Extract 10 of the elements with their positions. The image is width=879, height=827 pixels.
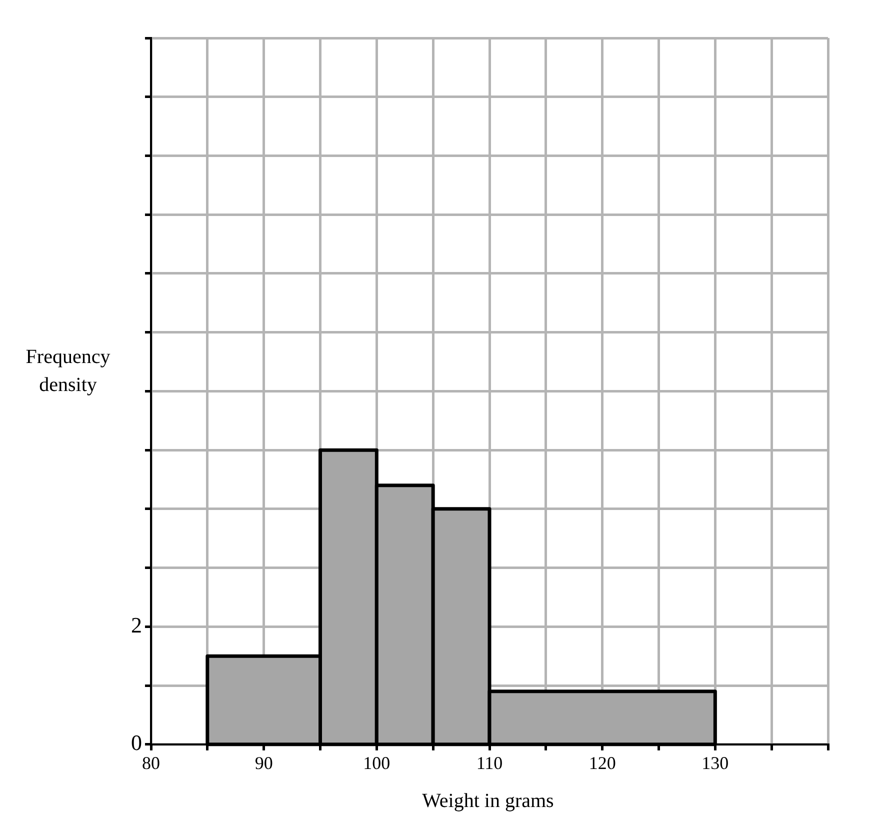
x-tick-label: 90 <box>254 752 273 773</box>
x-tick-label: 80 <box>142 752 160 773</box>
y-axis-title: Frequency density <box>24 345 112 398</box>
x-tick-label: 100 <box>363 752 390 773</box>
x-axis-title: Weight in grams <box>421 790 555 813</box>
x-tick-label: 130 <box>702 752 729 773</box>
y-tick-label: 2 <box>131 612 142 638</box>
y-tick-label: 0 <box>131 730 142 756</box>
x-tick-label: 110 <box>476 752 503 773</box>
x-tick-label: 120 <box>588 752 616 773</box>
